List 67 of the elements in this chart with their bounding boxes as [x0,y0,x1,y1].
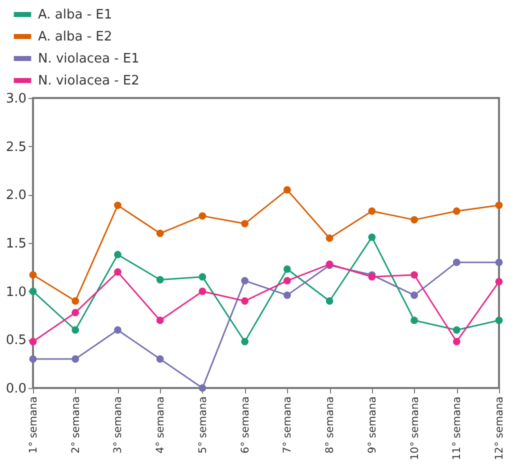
point [410,216,418,224]
y-tick-label: 0.5 [6,333,26,348]
point [156,276,164,284]
point [452,326,460,334]
point [283,292,291,299]
y-tick-label: 2.5 [6,140,26,155]
point [29,288,37,296]
y-tick-label: 0.0 [6,382,26,396]
x-tick-label: 11° semana [451,396,464,460]
point [198,288,206,296]
point [410,316,418,324]
point [326,297,334,305]
y-tick-label: 2.0 [6,188,26,204]
point [29,355,37,363]
x-tick-label: 2° semana [70,396,82,454]
point [452,207,460,215]
point [114,250,122,258]
point [410,271,418,279]
y-tick-label: 3.0 [6,92,26,106]
point [114,202,122,209]
point [326,234,334,242]
point [156,355,164,363]
point [198,212,206,220]
x-tick-label: 10° semana [408,396,421,460]
x-tick-label: 6° semana [239,396,252,454]
point [114,326,122,334]
point [283,186,291,194]
legend-label: N. violacea - E2 [38,74,140,88]
x-tick-label: 3° semana [112,396,124,454]
point [72,297,80,305]
point [283,265,291,273]
point [283,277,291,284]
point [72,355,80,363]
point [198,273,206,281]
point [452,338,460,346]
point [368,234,376,241]
point [452,258,460,266]
point [72,326,80,334]
point [241,277,249,284]
point [241,220,249,228]
point [72,308,80,316]
point [156,230,164,238]
x-tick-label: 4° semana [154,396,167,454]
point [495,202,503,209]
legend-label: N. violacea - E1 [38,52,140,66]
point [241,338,249,346]
legend-label: A. alba - E1 [38,8,112,22]
point [156,316,164,324]
x-tick-label: 7° semana [282,396,294,454]
point [29,338,37,346]
point [495,278,503,286]
point [495,316,503,324]
point [368,207,376,215]
point [114,268,122,276]
point [410,292,418,299]
x-tick-label: 1° semana [28,396,40,454]
y-tick-label: 1.5 [6,236,26,252]
y-tick-label: 1.0 [6,284,26,300]
x-tick-label: 12° semana [494,396,506,460]
x-tick-label: 5° semana [196,396,209,454]
point [241,297,249,305]
legend-label: A. alba - E2 [38,30,112,44]
x-tick-label: 9° semana [366,396,378,454]
x-tick-label: 8° semana [324,396,336,454]
point [198,384,206,392]
point [29,271,37,279]
point [495,258,503,266]
